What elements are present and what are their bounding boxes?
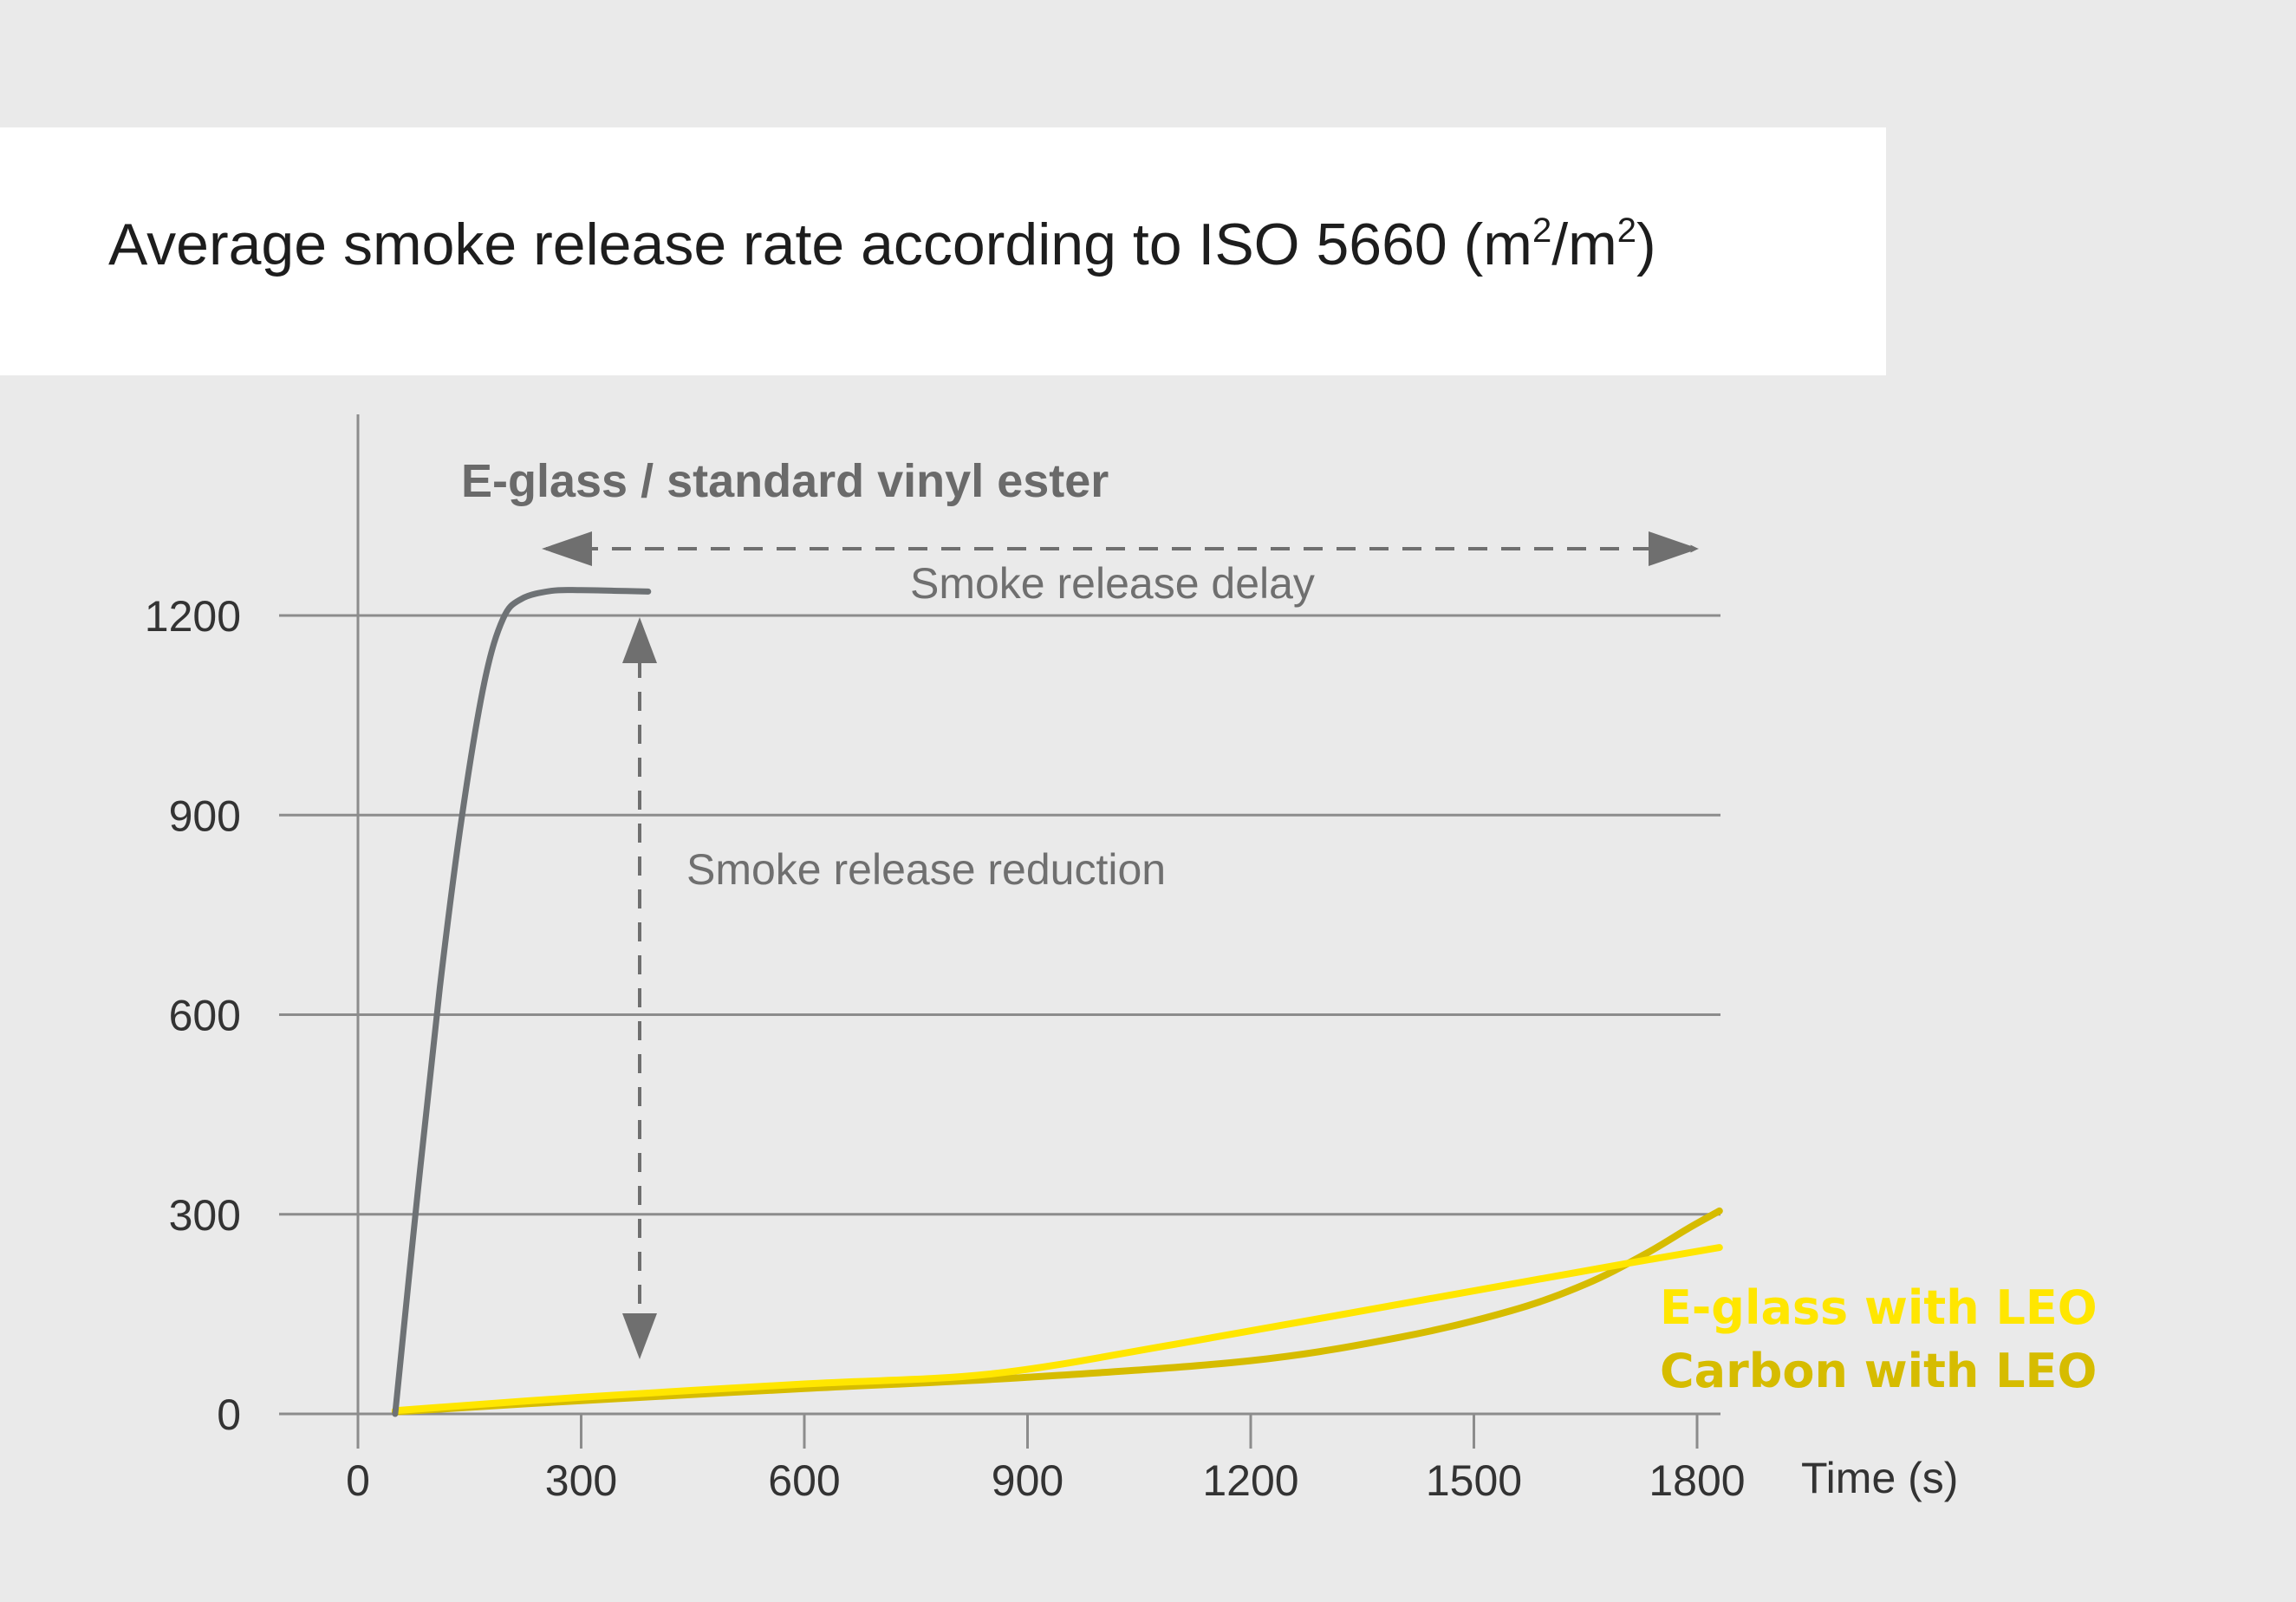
smoke-release-reduction-label: Smoke release reduction [686,845,1166,894]
x-tick-label-1500: 1500 [1426,1456,1522,1505]
title-panel [0,127,1886,375]
delay-arrow-left-head-icon [542,531,592,566]
chart-title-superscript-2: 2 [1616,212,1636,250]
x-axis-label: Time (s) [1801,1454,1958,1502]
annotation-layer: E-glass / standard vinyl ester Smoke rel… [461,455,2098,1398]
chart-title: Average smoke release rate according to … [108,212,1656,277]
axis-layer: 0 300 600 900 1200 0 300 600 900 1200 1500 1800 Time… [145,414,1958,1505]
y-tick-label-300: 300 [169,1191,241,1240]
grid-layer [279,614,1720,1416]
legend-carbon-with-leo: Carbon with LEO [1660,1344,2097,1398]
y-tick-label-0: 0 [217,1390,241,1439]
reduction-arrow-top-head-icon [622,617,657,663]
chart-title-main: Average smoke release rate according to … [108,212,1532,277]
x-tick-label-300: 300 [545,1456,617,1505]
series-eglass-standard-line [392,587,652,1417]
chart-title-superscript-1: 2 [1532,212,1552,250]
y-tick-label-600: 600 [169,992,241,1040]
legend-eglass-with-leo: E-glass with LEO [1660,1280,2098,1335]
chart-title-unit-denominator: /m [1551,212,1617,277]
reduction-arrow-bottom-head-icon [622,1313,657,1359]
series-eglass-leo-line [391,1244,1723,1415]
chart-title-close: ) [1636,212,1656,277]
series-layer [391,587,1723,1417]
y-tick-label-1200: 1200 [145,592,241,641]
series-title-eglass-standard: E-glass / standard vinyl ester [461,455,1109,507]
x-tick-label-900: 900 [992,1456,1063,1505]
x-tick-label-1200: 1200 [1202,1456,1298,1505]
series-carbon-leo-line [391,1207,1723,1416]
x-tick-label-600: 600 [768,1456,840,1505]
delay-arrow-right-head-icon [1649,531,1699,566]
x-tick-label-0: 0 [346,1456,370,1505]
x-tick-label-1800: 1800 [1649,1456,1745,1505]
y-tick-label-900: 900 [169,791,241,840]
smoke-release-delay-label: Smoke release delay [910,559,1315,608]
